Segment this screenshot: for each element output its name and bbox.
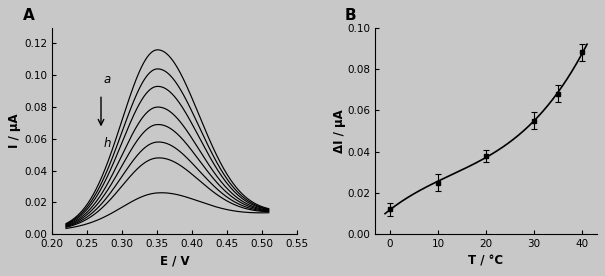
Y-axis label: I / μA: I / μA (8, 114, 21, 148)
Text: h: h (104, 137, 111, 150)
X-axis label: T / °C: T / °C (468, 255, 503, 268)
X-axis label: E / V: E / V (160, 255, 189, 268)
Y-axis label: ΔI / μA: ΔI / μA (333, 109, 346, 153)
Text: A: A (23, 9, 34, 23)
Text: a: a (104, 73, 111, 86)
Text: B: B (344, 9, 356, 23)
